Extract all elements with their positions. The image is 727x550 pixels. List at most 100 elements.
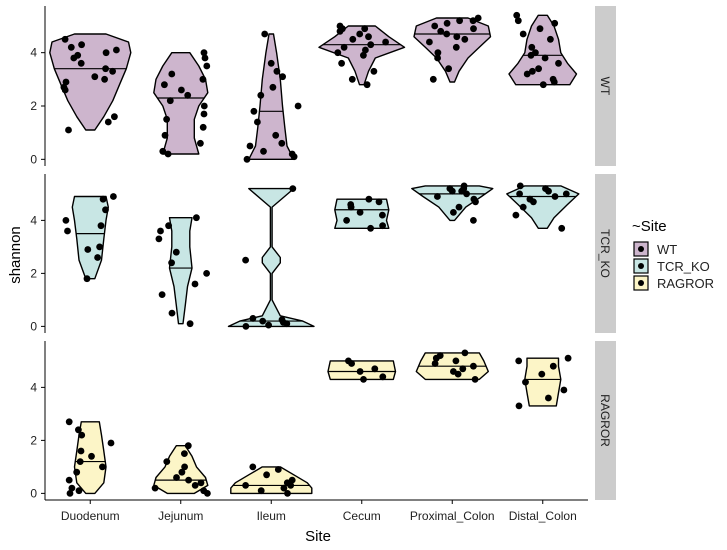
violin-ileum	[243, 30, 302, 163]
data-point	[77, 447, 85, 455]
data-point	[109, 67, 116, 75]
data-point	[96, 243, 103, 251]
data-point	[434, 49, 442, 57]
data-point	[60, 83, 68, 91]
data-point	[278, 316, 286, 324]
violin-duodenum	[62, 193, 117, 283]
x-axis: Duodenum Jejunum Ileum Cecum Proximal_Colon D…	[45, 499, 588, 523]
legend-label: TCR_KO	[657, 259, 710, 274]
data-point	[526, 195, 534, 203]
data-point	[62, 78, 70, 86]
data-point	[161, 131, 169, 139]
data-point	[184, 442, 192, 450]
data-point	[73, 468, 81, 476]
violin-distal-colon	[506, 182, 580, 232]
data-point	[199, 123, 207, 131]
data-point	[461, 35, 469, 43]
violin-distal-colon	[515, 354, 572, 410]
violin-shape	[227, 187, 315, 328]
data-point	[348, 75, 356, 83]
data-point	[538, 370, 546, 378]
data-point	[67, 43, 75, 51]
x-tick-label: Duodenum	[61, 509, 120, 523]
data-point	[514, 17, 522, 25]
data-point	[203, 62, 211, 70]
data-point	[165, 222, 173, 230]
data-point	[75, 426, 82, 434]
data-point	[360, 51, 367, 59]
data-point	[178, 86, 185, 94]
data-point	[265, 321, 272, 329]
y-tick-label: 0	[30, 152, 37, 166]
data-point	[558, 224, 566, 232]
facet-strip-tcr_ko	[595, 174, 616, 333]
data-point	[157, 227, 164, 235]
data-point	[551, 193, 559, 200]
legend-item-ragror: RAGROR	[633, 275, 714, 291]
data-point	[461, 349, 469, 357]
violin-shape	[153, 52, 209, 155]
data-point	[469, 17, 477, 25]
violin-shape	[230, 466, 313, 495]
data-point	[186, 320, 194, 328]
violin-jejunum	[151, 442, 211, 497]
data-point	[279, 73, 286, 81]
y-tick-label: 4	[30, 213, 37, 227]
data-point	[535, 65, 542, 73]
data-point	[367, 41, 375, 49]
data-point	[528, 43, 536, 51]
data-point	[184, 91, 192, 99]
data-point	[549, 362, 557, 370]
violin-shape	[413, 17, 492, 83]
data-point	[455, 203, 463, 211]
data-point	[564, 354, 572, 362]
data-point	[263, 471, 270, 479]
data-point	[181, 450, 188, 457]
legend-key-dot	[638, 246, 644, 252]
data-point	[163, 458, 171, 465]
data-point	[516, 190, 523, 198]
data-point	[113, 46, 120, 54]
data-point	[288, 150, 296, 158]
data-point	[370, 67, 378, 75]
data-point	[110, 193, 117, 200]
x-tick-label: Proximal_Colon	[410, 509, 495, 523]
data-point	[88, 452, 95, 460]
data-point	[379, 211, 386, 219]
data-point	[260, 147, 267, 155]
data-point	[470, 217, 477, 224]
data-point	[471, 376, 479, 383]
data-point	[61, 35, 69, 43]
data-point	[181, 463, 189, 471]
data-point	[470, 25, 477, 33]
data-point	[516, 182, 524, 190]
data-point	[450, 209, 457, 216]
data-point	[159, 147, 167, 155]
data-point	[272, 131, 280, 139]
data-point	[274, 466, 282, 473]
data-point	[379, 373, 387, 381]
violin-ileum	[230, 463, 313, 497]
data-point	[431, 22, 439, 30]
legend-label: WT	[657, 242, 677, 257]
facet-panel-tcr_ko: 0 2 4 TCR_KO	[30, 174, 616, 333]
data-point	[515, 402, 523, 410]
data-point	[532, 49, 539, 57]
data-point	[102, 49, 110, 57]
data-point	[257, 91, 265, 99]
y-tick-label: 2	[30, 266, 37, 280]
data-point	[456, 17, 463, 25]
data-point	[257, 487, 265, 495]
data-point	[259, 317, 267, 325]
data-point	[363, 81, 371, 89]
data-point	[243, 155, 251, 163]
data-point	[65, 476, 73, 484]
data-point	[172, 248, 180, 256]
data-point	[168, 309, 176, 317]
y-axis-title: shannon	[7, 226, 24, 284]
facet-strip-label: WT	[598, 77, 612, 96]
data-point	[434, 54, 441, 62]
data-point	[269, 83, 277, 91]
data-point	[288, 476, 296, 484]
data-point	[250, 107, 258, 115]
